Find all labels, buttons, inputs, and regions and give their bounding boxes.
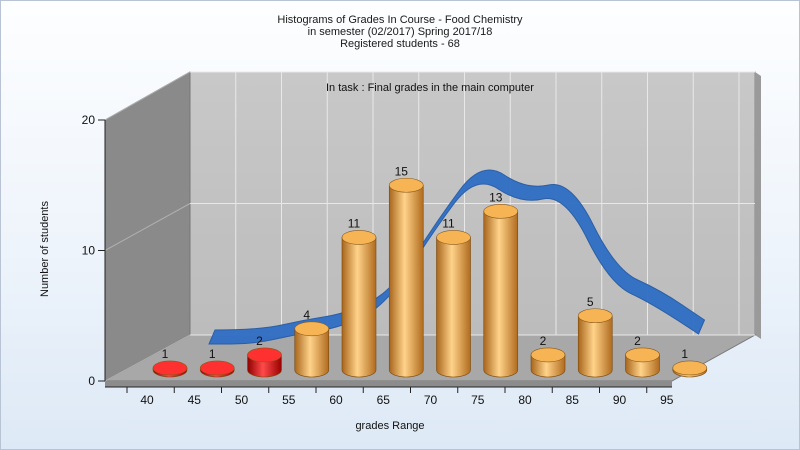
bar-top [483, 204, 519, 219]
bar-top [388, 177, 424, 193]
x-tick-label: 65 [377, 393, 391, 407]
grid-line-side [104, 71, 191, 121]
bar-body [341, 237, 377, 378]
x-tick-label: 85 [566, 393, 580, 407]
x-tick-label: 50 [235, 393, 249, 407]
data-label: 4 [303, 308, 310, 322]
x-tick-label: 40 [140, 393, 154, 407]
chart-title-semester: in semester (02/2017) Spring 2017/18 [307, 26, 493, 38]
chart-subtitle: In task : Final grades in the main compu… [326, 82, 534, 94]
chart-title: Histograms of Grades In Course - Food Ch… [277, 14, 523, 26]
data-label: 13 [489, 190, 503, 204]
x-tick-label: 95 [660, 393, 674, 407]
trend-ribbon [208, 169, 706, 345]
data-label: 11 [442, 216, 455, 230]
bar-top [436, 230, 471, 245]
data-label: 2 [256, 334, 263, 348]
bar-top [341, 230, 377, 245]
bar-60 [341, 230, 377, 378]
bar-top [294, 321, 330, 337]
grid-line-side [104, 334, 191, 382]
y-tick-label: 10 [82, 244, 96, 258]
grid-line-side [104, 203, 191, 251]
bar-40 [152, 360, 188, 378]
bar-top [625, 347, 660, 363]
data-label: 1 [209, 347, 216, 361]
bar-90 [625, 347, 660, 378]
bar-body [483, 211, 519, 378]
x-tick-label: 80 [518, 393, 532, 407]
bar-65 [388, 177, 424, 378]
bar-top [530, 347, 566, 363]
bar-50 [247, 347, 282, 378]
x-tick-label: 70 [424, 393, 438, 407]
bar-95 [672, 360, 708, 378]
chart-title-registered: Registered students - 68 [340, 38, 460, 50]
bar-45 [199, 360, 235, 378]
x-tick-label: 60 [329, 393, 343, 407]
floor-edge [105, 381, 672, 387]
bar-top [199, 360, 235, 376]
y-tick-label: 0 [88, 374, 95, 388]
data-label: 2 [540, 334, 547, 348]
bar-85 [577, 308, 613, 378]
data-label: 5 [587, 295, 594, 309]
data-label: 1 [162, 347, 169, 361]
bar-top [577, 308, 613, 324]
bar-75 [483, 204, 519, 378]
y-tick-label: 20 [82, 113, 96, 127]
bar-body [294, 328, 330, 378]
back-wall-edge [755, 72, 761, 339]
data-label: 2 [634, 334, 641, 348]
bar-top [672, 360, 708, 376]
bar-80 [530, 347, 566, 378]
bar-55 [294, 321, 330, 378]
x-tick-label: 55 [282, 393, 296, 407]
x-tick-label: 90 [613, 393, 627, 407]
bar-top [152, 360, 188, 376]
bar-top [247, 347, 282, 363]
x-axis-label: grades Range [355, 420, 425, 432]
data-label: 1 [681, 347, 688, 361]
bar-70 [436, 230, 471, 378]
bar-body [388, 184, 424, 378]
y-axis-label: Number of students [39, 201, 51, 297]
bar-body [436, 237, 471, 378]
x-tick-label: 45 [188, 393, 202, 407]
x-tick-label: 75 [471, 393, 485, 407]
data-label: 15 [395, 164, 409, 178]
bar-body [577, 315, 613, 378]
data-label: 11 [348, 216, 361, 230]
